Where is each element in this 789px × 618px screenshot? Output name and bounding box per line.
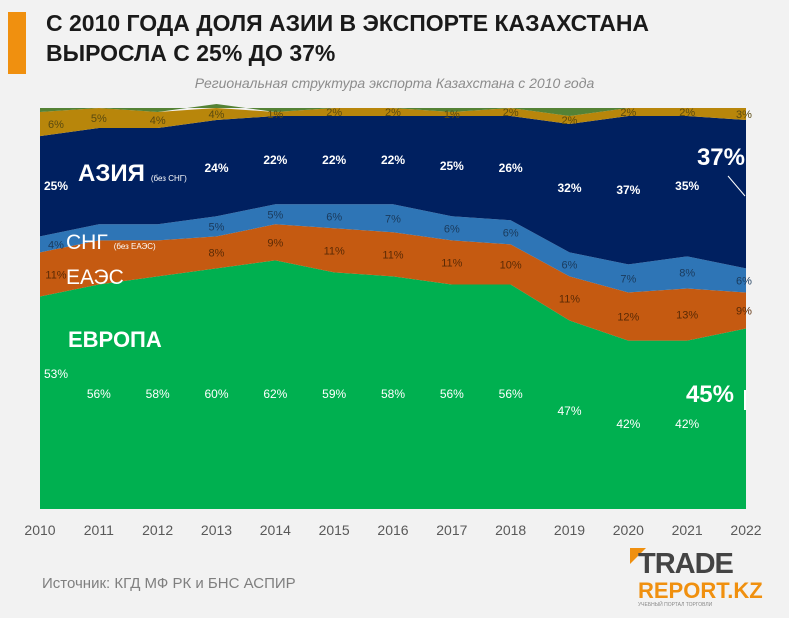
data-label-other: 2% [620,107,636,119]
data-label-europe: 42% [616,417,640,431]
data-label-sng: 6% [444,223,460,235]
x-tick-label: 2010 [24,522,55,538]
data-label-eaes: 9% [736,306,752,318]
data-label-other: 1% [267,109,283,121]
data-label-other: 2% [503,107,519,119]
data-label-other: 5% [91,113,107,125]
data-label-other: 2% [326,107,342,119]
x-tick-label: 2021 [672,522,703,538]
data-label-eaes: 11% [559,293,580,305]
data-label-eaes: 11% [382,249,403,261]
data-label-other: 2% [562,115,578,127]
data-label-europe: 47% [557,404,581,418]
data-label-sng: 6% [326,211,342,223]
data-label-other: 1% [444,109,460,121]
data-label-europe: 56% [87,387,111,401]
x-tick-label: 2020 [613,522,644,538]
x-tick-label: 2015 [319,522,350,538]
data-label-sng: 8% [679,267,695,279]
x-tick-label: 2017 [436,522,467,538]
data-label-europe: 56% [499,387,523,401]
chart-subtitle: Региональная структура экспорта Казахста… [194,75,595,91]
data-label-sng: 6% [562,259,578,271]
data-label-other: 6% [48,119,64,131]
logo-triangle-icon [630,548,646,564]
series-label-europe: ЕВРОПА [68,327,162,352]
area-asia [40,116,746,269]
logo-line-1: TRADE [638,548,734,580]
data-label-europe: 58% [381,387,405,401]
x-tick-label: 2018 [495,522,526,538]
data-label-europe: 58% [146,387,170,401]
x-tick-label: 2022 [730,522,761,538]
area-other [40,108,746,137]
logo-line-2: REPORT.KZ [638,578,763,603]
data-label-asia: 25% [440,159,464,173]
data-label-europe: 53% [44,367,68,381]
data-label-other: 3% [736,109,752,121]
area-top [40,103,746,117]
data-label-asia: 25% [44,179,68,193]
data-label-eaes: 11% [441,257,462,269]
data-label-sng: 4% [48,239,64,251]
data-label-eaes: 8% [209,247,225,259]
data-label-eaes: 12% [617,312,639,324]
data-label-europe: 42% [675,417,699,431]
x-tick-label: 2012 [142,522,173,538]
data-label-other: 4% [150,115,166,127]
page-title: С 2010 ГОДА ДОЛЯ АЗИИ В ЭКСПОРТЕ КАЗАХСТ… [46,8,766,68]
data-label-europe: 59% [322,387,346,401]
source-note: Источник: КГД МФ РК и БНС АСПИР [42,575,296,592]
data-label-eaes: 11% [324,245,345,257]
data-label-eaes: 9% [267,237,283,249]
callout-asia-leader [727,175,746,197]
title-line-1: С 2010 ГОДА ДОЛЯ АЗИИ В ЭКСПОРТЕ КАЗАХСТ… [46,10,650,36]
data-label-asia: 32% [557,181,581,195]
data-label-asia: 22% [263,153,287,167]
data-label-other: 4% [209,109,225,121]
data-label-sng: 6% [503,227,519,239]
data-label-sng: 5% [267,209,283,221]
data-label-sng: 7% [385,213,401,225]
callout-europe-2022: 45% [686,381,734,408]
data-label-asia: 37% [616,183,640,197]
x-tick-label: 2016 [377,522,408,538]
data-label-asia: 24% [204,161,228,175]
callout-asia-2022: 37% [697,144,745,171]
title-line-2: ВЫРОСЛА С 25% ДО 37% [46,40,336,66]
data-label-asia: 22% [322,153,346,167]
trade-report-logo: TRADE REPORT.KZ УЧЕБНЫЙ ПОРТАЛ ТОРГОВЛИ [630,548,770,610]
data-label-eaes: 13% [676,310,698,322]
data-label-europe: 60% [204,387,228,401]
x-tick-label: 2011 [84,522,114,538]
area-europe [40,260,746,509]
title-accent-bar [8,12,26,74]
data-label-other: 2% [385,107,401,119]
logo-tagline: УЧЕБНЫЙ ПОРТАЛ ТОРГОВЛИ [638,602,713,608]
data-label-other: 2% [679,107,695,119]
series-label-eaes: ЕАЭС [66,266,124,289]
data-label-europe: 62% [263,387,287,401]
data-label-asia: 35% [675,179,699,193]
x-tick-label: 2019 [554,522,585,538]
data-label-europe: 56% [440,387,464,401]
data-label-eaes: 11% [45,269,66,281]
data-label-eaes: 10% [500,259,522,271]
data-label-sng: 7% [620,273,636,285]
area-sng [40,204,746,293]
x-tick-label: 2014 [260,522,291,538]
area-eaes [40,224,746,341]
data-label-sng: 5% [209,221,225,233]
data-label-asia: 22% [381,153,405,167]
data-label-sng: 6% [736,275,752,287]
x-tick-label: 2013 [201,522,232,538]
data-label-asia: 26% [499,161,523,175]
